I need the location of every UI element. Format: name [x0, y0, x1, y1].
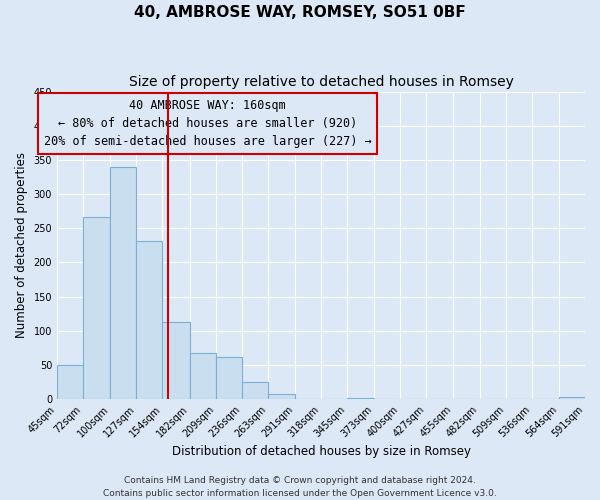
Bar [559, 397, 585, 399]
Bar [57, 365, 83, 399]
Bar [110, 167, 136, 399]
Bar [190, 352, 215, 399]
Text: Contains HM Land Registry data © Crown copyright and database right 2024.
Contai: Contains HM Land Registry data © Crown c… [103, 476, 497, 498]
Bar [215, 357, 242, 399]
Title: Size of property relative to detached houses in Romsey: Size of property relative to detached ho… [128, 75, 514, 89]
X-axis label: Distribution of detached houses by size in Romsey: Distribution of detached houses by size … [172, 444, 470, 458]
Text: 40 AMBROSE WAY: 160sqm
← 80% of detached houses are smaller (920)
20% of semi-de: 40 AMBROSE WAY: 160sqm ← 80% of detached… [44, 99, 371, 148]
Bar [242, 382, 268, 399]
Bar [347, 398, 374, 399]
Text: 40, AMBROSE WAY, ROMSEY, SO51 0BF: 40, AMBROSE WAY, ROMSEY, SO51 0BF [134, 5, 466, 20]
Y-axis label: Number of detached properties: Number of detached properties [15, 152, 28, 338]
Bar [83, 216, 110, 399]
Bar [136, 240, 163, 399]
Bar [163, 322, 190, 399]
Bar [268, 394, 295, 399]
